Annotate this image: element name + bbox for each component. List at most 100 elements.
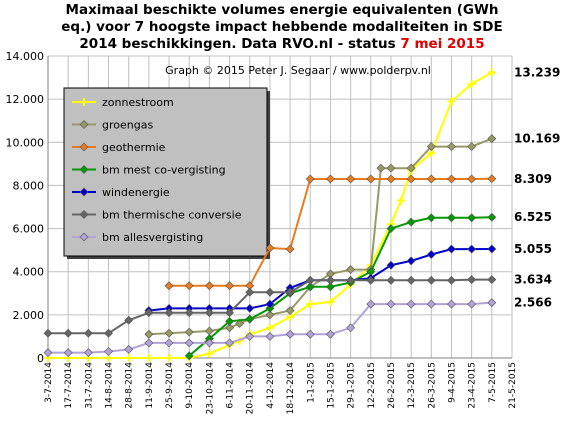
y-tick-label: 4.000 bbox=[13, 266, 45, 279]
data-point bbox=[144, 329, 154, 339]
data-point bbox=[487, 275, 497, 285]
data-point bbox=[63, 328, 73, 338]
data-point bbox=[467, 275, 477, 285]
data-point bbox=[265, 287, 275, 297]
data-point bbox=[346, 265, 356, 274]
x-tick-label: 9-10-2014 bbox=[185, 362, 195, 409]
data-point bbox=[366, 174, 376, 184]
data-point bbox=[447, 97, 456, 106]
x-tick-label: 23-4-2015 bbox=[468, 362, 478, 409]
x-tick-label: 25-9-2014 bbox=[165, 362, 175, 409]
title-line-3-prefix: 2014 beschikkingen. Data RVO.nl - status bbox=[79, 36, 401, 52]
legend-entry: windenergie bbox=[102, 186, 170, 199]
data-point bbox=[376, 163, 386, 173]
x-tick-label: 12-2-2015 bbox=[367, 362, 377, 409]
data-point bbox=[265, 332, 275, 341]
data-point bbox=[366, 275, 376, 285]
data-point bbox=[245, 287, 255, 297]
data-point bbox=[225, 316, 234, 326]
data-point bbox=[225, 281, 234, 291]
data-point bbox=[204, 338, 214, 348]
legend-swatch-marker bbox=[79, 120, 89, 129]
data-point bbox=[426, 174, 436, 184]
data-point bbox=[265, 299, 275, 309]
legend-entry: zonnestroom bbox=[102, 96, 174, 109]
x-tick-label: 26-3-2015 bbox=[427, 362, 437, 409]
end-value-label: 10.169 bbox=[514, 132, 560, 146]
data-point bbox=[467, 299, 477, 309]
data-point bbox=[487, 212, 497, 222]
y-tick-label: 6.000 bbox=[13, 223, 45, 236]
x-tick-label: 9-4-2015 bbox=[447, 362, 457, 403]
x-tick-label: 12-3-2015 bbox=[407, 362, 417, 409]
data-point bbox=[397, 196, 406, 205]
series-bm-thermische-conversie bbox=[43, 275, 497, 338]
x-tick-label: 6-11-2014 bbox=[226, 362, 236, 409]
data-point bbox=[245, 303, 255, 313]
data-point bbox=[144, 338, 154, 348]
data-point bbox=[124, 315, 134, 325]
legend bbox=[63, 87, 268, 257]
series-bm-allesvergisting bbox=[43, 298, 497, 358]
data-point bbox=[326, 282, 335, 292]
title-line-1: Maximaal beschikte volumes energie equiv… bbox=[65, 2, 499, 18]
y-tick-label: 0 bbox=[37, 352, 44, 365]
x-tick-label: 28-8-2014 bbox=[125, 362, 135, 409]
series-line bbox=[188, 216, 492, 357]
data-point bbox=[346, 275, 356, 285]
data-point bbox=[406, 174, 416, 184]
x-tick-label: 18-12-2014 bbox=[286, 362, 296, 415]
data-point bbox=[83, 348, 93, 358]
chart-title: Maximaal beschikte volumes energie equiv… bbox=[0, 2, 564, 53]
data-point bbox=[124, 344, 134, 354]
legend-swatch-marker bbox=[79, 187, 89, 197]
data-point bbox=[346, 174, 356, 184]
data-point bbox=[326, 174, 335, 184]
x-tick-label: 15-1-2015 bbox=[326, 362, 336, 409]
legend-entry: bm mest co-vergisting bbox=[102, 164, 226, 177]
data-point bbox=[104, 328, 113, 338]
data-point bbox=[305, 329, 315, 339]
chart-subtitle: Graph © 2015 Peter J. Segaar / www.polde… bbox=[165, 64, 431, 77]
data-point bbox=[63, 348, 73, 358]
data-point bbox=[487, 244, 497, 254]
y-tick-label: 10.000 bbox=[6, 136, 45, 149]
x-tick-label: 17-7-2014 bbox=[64, 362, 74, 409]
x-tick-label: 26-2-2015 bbox=[387, 362, 397, 409]
data-point bbox=[164, 308, 174, 318]
data-point bbox=[265, 323, 274, 332]
y-tick-label: 14.000 bbox=[6, 50, 45, 63]
legend-entry: bm allesvergisting bbox=[102, 231, 203, 244]
data-point bbox=[225, 323, 234, 333]
data-point bbox=[144, 308, 154, 318]
data-point bbox=[265, 243, 275, 253]
end-value-label: 8.309 bbox=[514, 172, 552, 186]
series-geothermie bbox=[164, 174, 497, 291]
end-value-label: 2.566 bbox=[514, 296, 552, 310]
data-point bbox=[426, 250, 436, 259]
data-point bbox=[386, 163, 396, 173]
data-point bbox=[447, 142, 456, 152]
data-point bbox=[305, 174, 315, 184]
data-point bbox=[386, 275, 396, 285]
data-point bbox=[184, 327, 194, 337]
legend-entry: geothermie bbox=[102, 141, 166, 154]
data-point bbox=[184, 281, 194, 291]
data-point bbox=[245, 314, 255, 324]
data-point bbox=[487, 298, 497, 308]
data-point bbox=[386, 299, 396, 309]
data-point bbox=[165, 354, 174, 362]
data-point bbox=[164, 281, 174, 291]
x-tick-label: 23-10-2014 bbox=[205, 362, 215, 415]
data-point bbox=[426, 275, 436, 285]
data-point bbox=[225, 308, 234, 318]
data-point bbox=[164, 338, 174, 348]
data-point bbox=[386, 174, 396, 184]
x-tick-label: 21-5-2015 bbox=[508, 362, 518, 409]
data-point bbox=[346, 323, 356, 333]
data-point bbox=[305, 282, 315, 292]
y-tick-label: 2.000 bbox=[13, 309, 45, 322]
data-point bbox=[487, 68, 496, 77]
